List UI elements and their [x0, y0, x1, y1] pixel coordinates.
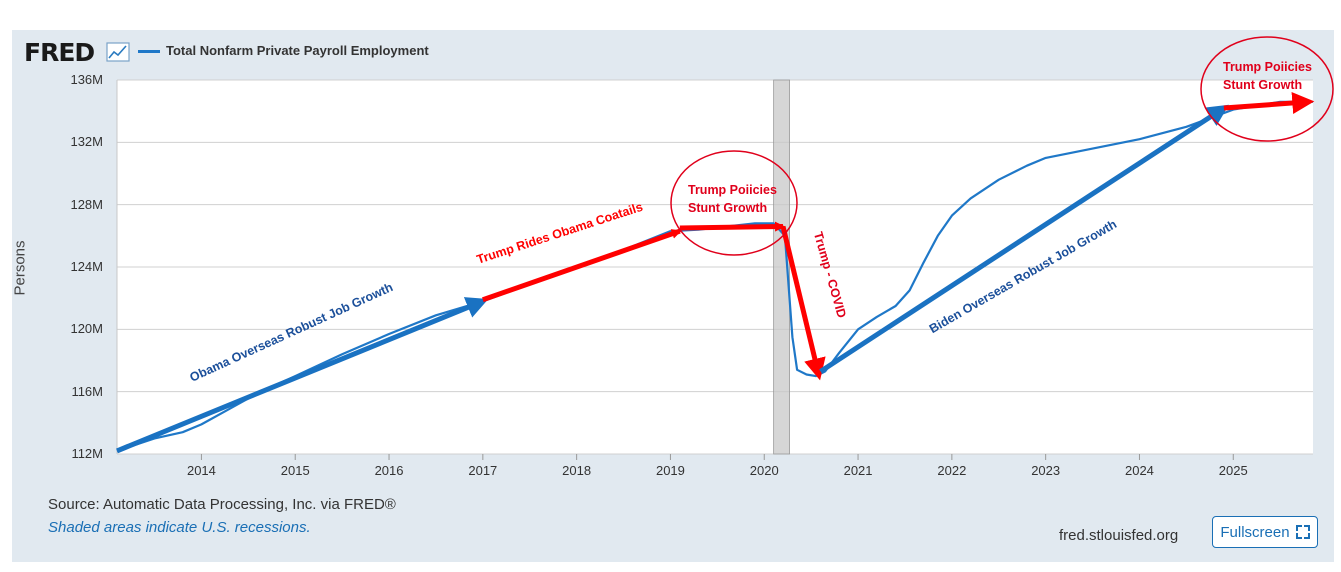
fullscreen-label: Fullscreen: [1220, 523, 1290, 541]
legend-swatch: [138, 50, 160, 53]
x-tick-label: 2017: [468, 463, 498, 478]
x-tick-label: 2021: [843, 463, 873, 478]
y-tick-label: 128M: [70, 196, 103, 212]
x-tick-label: 2015: [280, 463, 310, 478]
series-line: [116, 100, 1313, 452]
annotation-arrow: [482, 228, 682, 303]
x-tick-label: 2019: [655, 463, 685, 478]
y-tick-label: 132M: [70, 134, 103, 150]
annotation-arrow: [780, 225, 826, 381]
y-tick-label: 124M: [70, 259, 103, 274]
fullscreen-icon: [1295, 525, 1310, 539]
annotation-arrow: [1223, 92, 1315, 114]
annotation-label: Trump Poiicies Stunt Growth: [1223, 60, 1312, 92]
y-tick-label: 120M: [70, 321, 103, 337]
annotation-arrow: [679, 221, 786, 232]
fred-logo[interactable]: FRED: [24, 38, 95, 67]
x-tick-label: 2016: [374, 463, 404, 478]
y-tick-label: 112M: [71, 446, 103, 461]
x-tick-label: 2014: [186, 463, 216, 478]
x-tick-label: 2025: [1218, 463, 1248, 478]
graph-icon: [106, 42, 130, 62]
annotation-label: Trump Poiicies Stunt Growth: [688, 183, 777, 215]
annotation-arrow: [819, 104, 1229, 374]
annotation-circle: [1200, 36, 1334, 142]
annotation-arrow: [116, 297, 489, 454]
chart-title: Total Nonfarm Private Payroll Employment: [166, 43, 429, 58]
y-tick-label: 116M: [71, 383, 103, 399]
source-note: Source: Automatic Data Processing, Inc. …: [48, 496, 396, 513]
x-tick-label: 2020: [749, 463, 779, 478]
x-tick-label: 2024: [1124, 463, 1154, 478]
x-tick-label: 2023: [1031, 463, 1061, 478]
y-tick-label: 136M: [70, 72, 103, 87]
annotation-circle: [670, 150, 798, 256]
x-tick-label: 2022: [937, 463, 967, 478]
fullscreen-button[interactable]: Fullscreen: [1212, 516, 1318, 548]
site-url[interactable]: fred.stlouisfed.org: [1059, 527, 1179, 544]
x-tick-label: 2018: [562, 463, 592, 478]
recession-note: Shaded areas indicate U.S. recessions.: [48, 519, 311, 536]
